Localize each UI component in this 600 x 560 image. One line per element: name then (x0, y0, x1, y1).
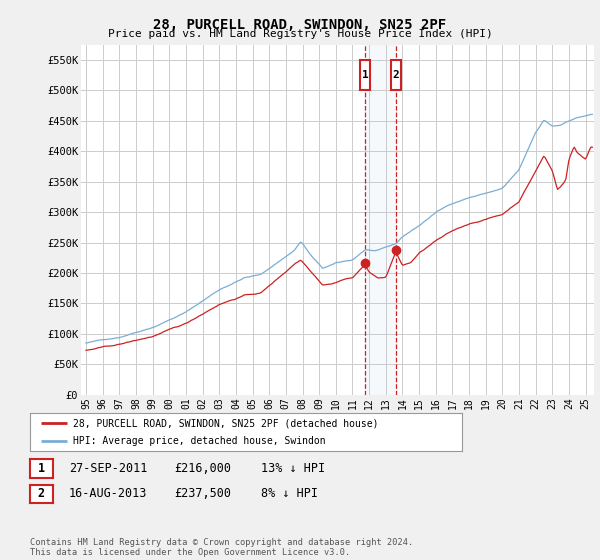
Text: 8% ↓ HPI: 8% ↓ HPI (261, 487, 318, 501)
Text: HPI: Average price, detached house, Swindon: HPI: Average price, detached house, Swin… (73, 436, 326, 446)
Text: 16-AUG-2013: 16-AUG-2013 (69, 487, 148, 501)
FancyBboxPatch shape (391, 60, 401, 91)
Text: 2: 2 (38, 487, 45, 501)
Text: 27-SEP-2011: 27-SEP-2011 (69, 462, 148, 475)
FancyBboxPatch shape (360, 60, 370, 91)
Bar (365, 45, 396, 395)
Text: Contains HM Land Registry data © Crown copyright and database right 2024.
This d: Contains HM Land Registry data © Crown c… (30, 538, 413, 557)
Text: 1: 1 (38, 462, 45, 475)
Text: 28, PURCELL ROAD, SWINDON, SN25 2PF (detached house): 28, PURCELL ROAD, SWINDON, SN25 2PF (det… (73, 418, 379, 428)
Text: £216,000: £216,000 (174, 462, 231, 475)
Text: 28, PURCELL ROAD, SWINDON, SN25 2PF: 28, PURCELL ROAD, SWINDON, SN25 2PF (154, 18, 446, 32)
Text: £237,500: £237,500 (174, 487, 231, 501)
Text: Price paid vs. HM Land Registry's House Price Index (HPI): Price paid vs. HM Land Registry's House … (107, 29, 493, 39)
Text: 13% ↓ HPI: 13% ↓ HPI (261, 462, 325, 475)
Text: 2: 2 (392, 70, 399, 80)
Text: 1: 1 (362, 70, 368, 80)
